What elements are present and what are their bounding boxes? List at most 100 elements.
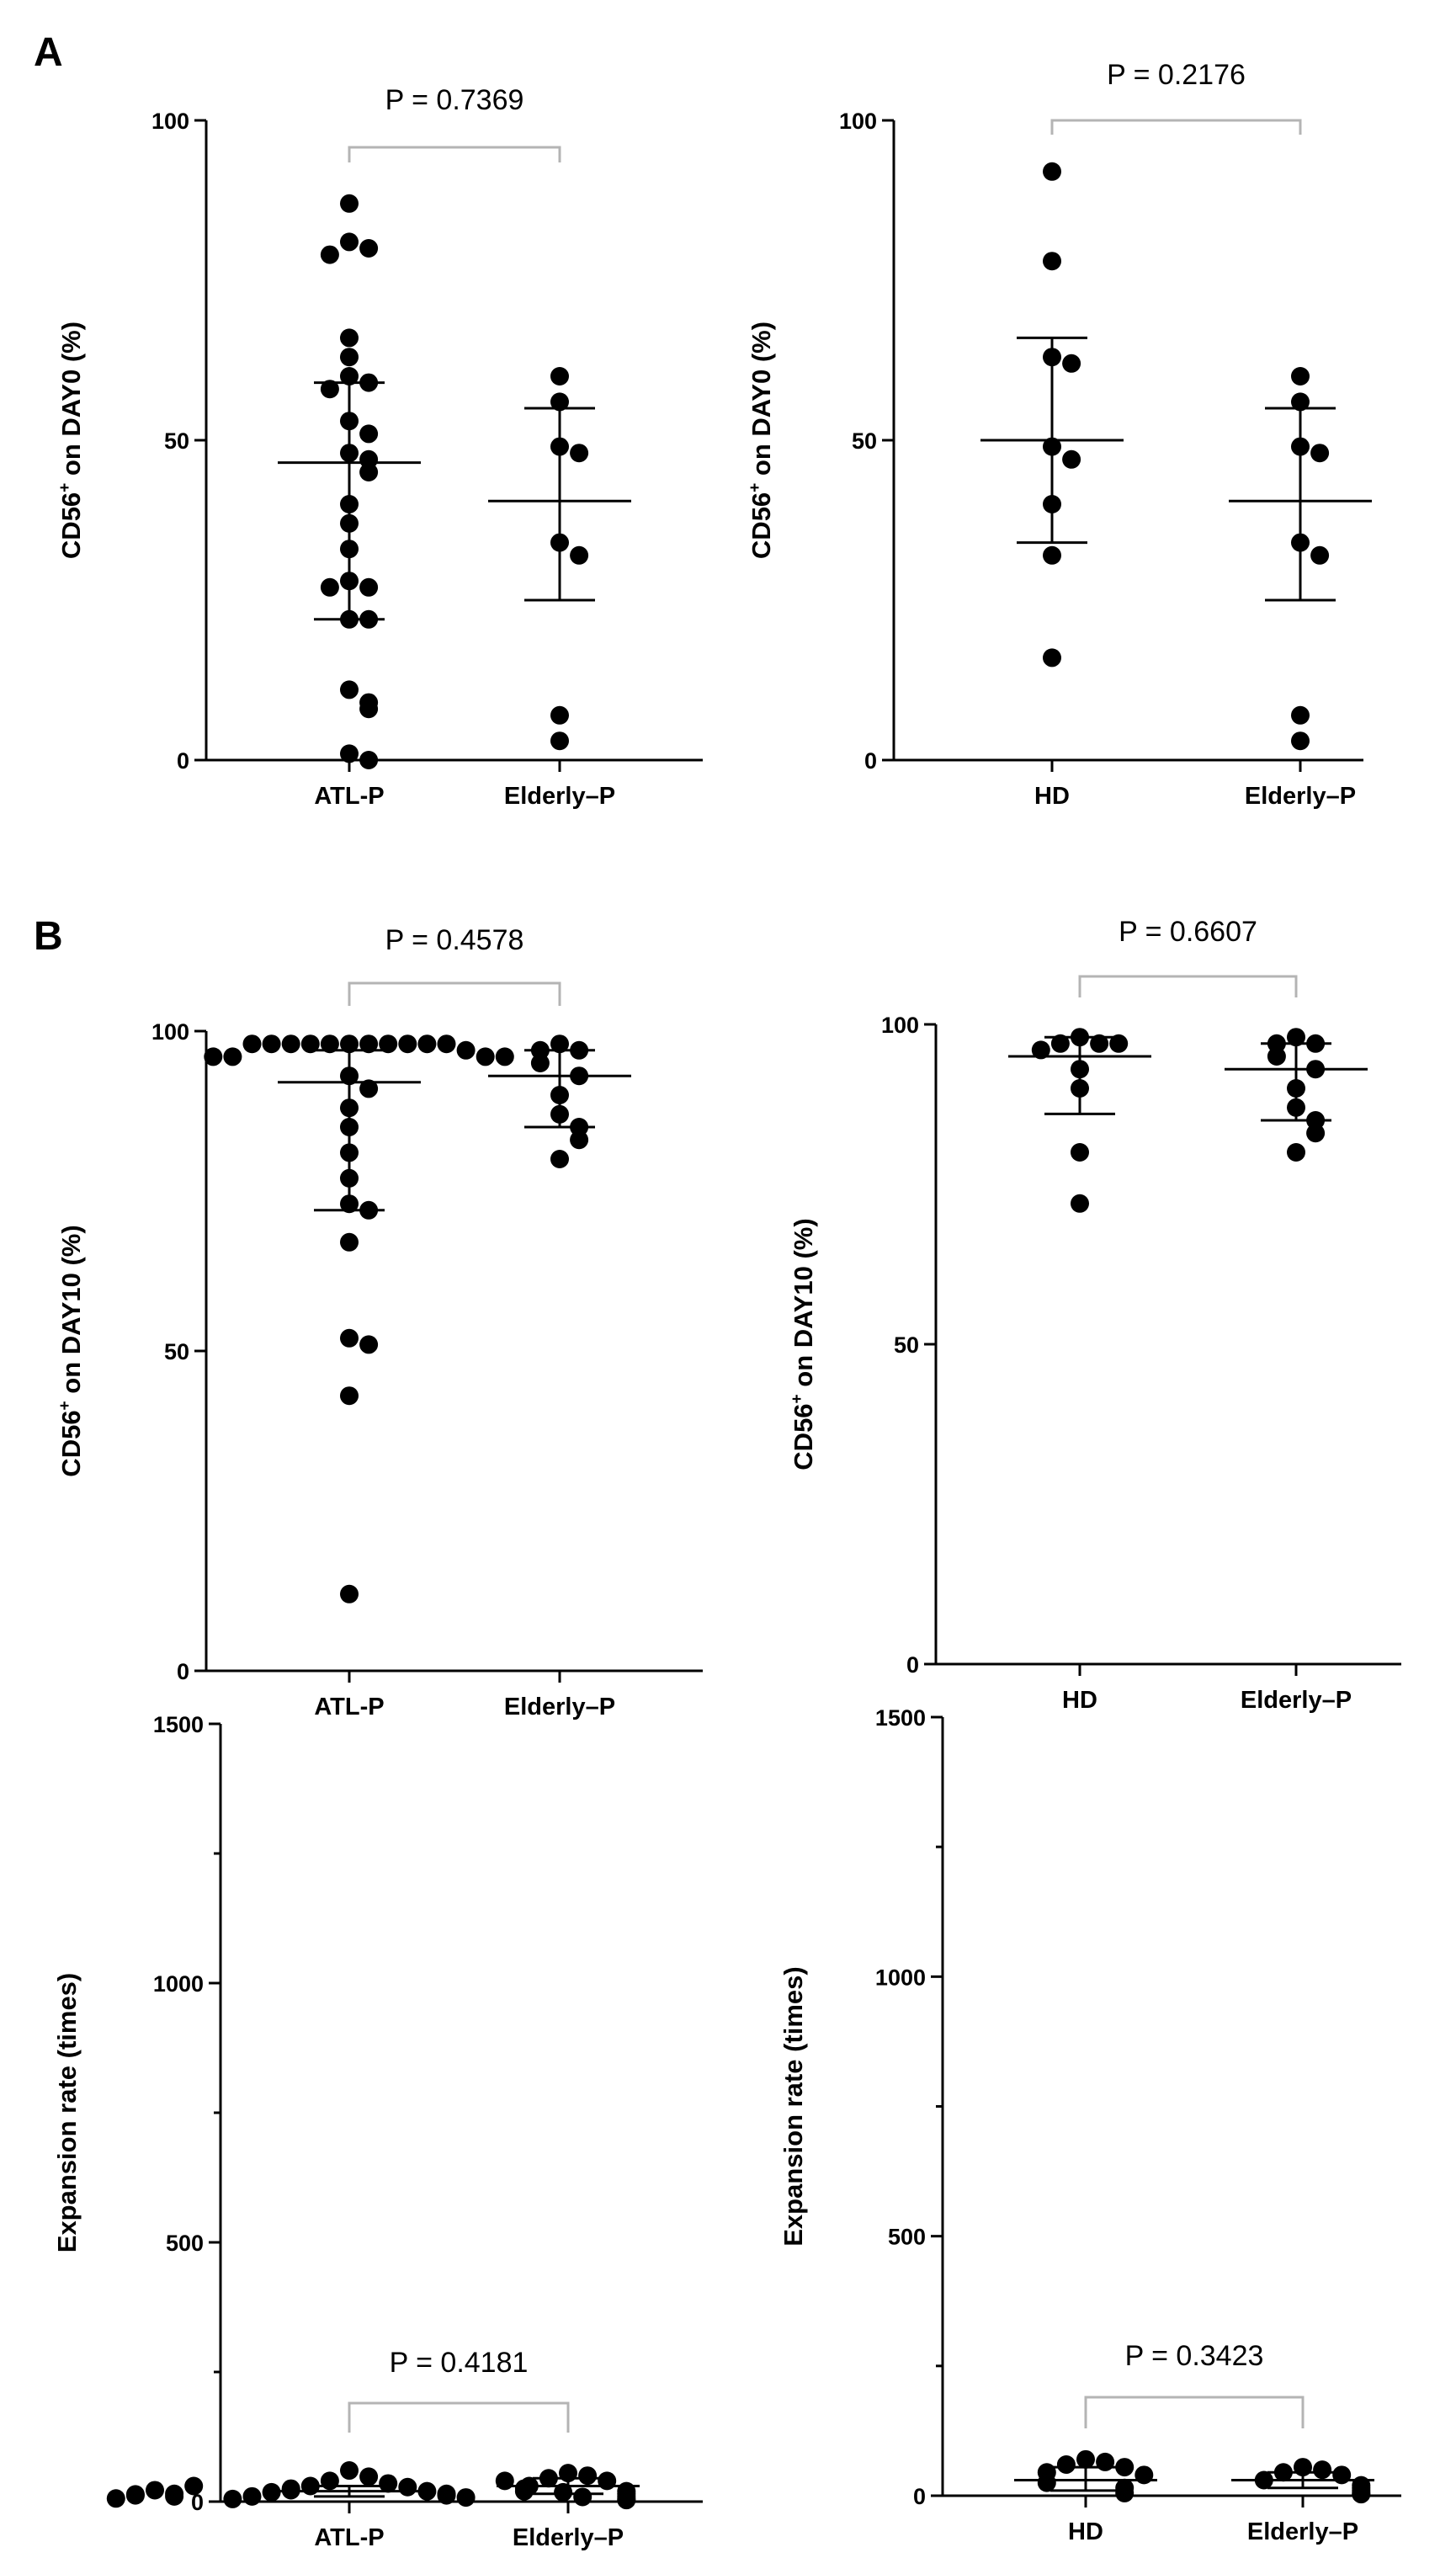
data-point	[223, 2489, 242, 2508]
y-axis-label-rest: on DAY0 (%)	[747, 322, 776, 483]
p-value-label: P = 0.4578	[385, 924, 524, 956]
data-point	[1109, 1034, 1129, 1053]
data-point	[340, 328, 359, 348]
y-tick-label: 0	[913, 2484, 926, 2509]
y-axis-label-rest: on DAY0 (%)	[56, 322, 86, 483]
data-point	[1043, 545, 1061, 565]
y-axis-label: CD56+ on DAY0 (%)	[56, 322, 86, 559]
chart-A-left: 0 50 100 ATL-P Elderly–P CD56+ on DAY0 (%) P =…	[56, 84, 703, 810]
y-axis-label-main: CD56	[56, 1410, 86, 1476]
x-tick-label: ATL-P	[314, 2524, 384, 2551]
data-point	[359, 463, 379, 481]
y-axis-label-sup: +	[747, 483, 764, 492]
data-point	[1310, 444, 1330, 463]
x-tick-label: Elderly–P	[504, 783, 615, 810]
data-point	[1062, 354, 1081, 373]
y-axis-label-sup: +	[789, 1394, 806, 1403]
data-point	[320, 2471, 339, 2491]
data-point	[1287, 1143, 1305, 1162]
data-point	[340, 1034, 359, 1054]
y-tick-label: 500	[888, 2225, 926, 2250]
data-point	[106, 2489, 125, 2508]
data-point	[1352, 2485, 1371, 2504]
y-tick-label: 50	[164, 428, 189, 454]
p-value-label: P = 0.2176	[1107, 59, 1246, 91]
y-axis-label: CD56+ on DAY10 (%)	[56, 1225, 86, 1476]
panel-letter-b: B	[34, 914, 63, 959]
data-point	[1043, 648, 1061, 667]
data-point	[379, 2474, 398, 2493]
data-point	[340, 1386, 359, 1406]
data-point	[530, 1054, 550, 1072]
data-point	[340, 367, 359, 386]
data-point	[495, 1047, 514, 1066]
data-point	[550, 705, 569, 725]
data-point	[1291, 731, 1310, 751]
data-point	[242, 1034, 262, 1054]
y-tick-label: 1500	[875, 1705, 926, 1731]
data-point	[300, 1034, 320, 1054]
y-tick-label: 500	[166, 2231, 204, 2256]
y-axis-label-sup: +	[56, 483, 74, 492]
chart-C-left: 0 500 1000 1500 ATL-P Elderly–P Expansion rate…	[52, 1712, 703, 2551]
y-tick-label: 50	[852, 428, 877, 454]
y-tick-label: 100	[839, 109, 877, 134]
significance-bracket	[1078, 975, 1298, 997]
data-point	[495, 2471, 514, 2491]
data-point	[617, 2491, 636, 2510]
y-tick-label: 100	[151, 109, 189, 134]
y-tick-label: 50	[164, 1339, 189, 1364]
data-point	[578, 2466, 598, 2486]
significance-bracket	[348, 2401, 570, 2433]
data-point	[1313, 2460, 1332, 2480]
y-tick-label: 100	[881, 1013, 919, 1038]
data-point	[1043, 252, 1061, 271]
data-point	[281, 1034, 300, 1054]
data-point	[1050, 1034, 1070, 1053]
data-point	[1056, 2455, 1076, 2474]
y-tick-label: 0	[906, 1652, 919, 1678]
data-point	[359, 2467, 379, 2486]
data-point	[598, 2471, 617, 2491]
data-point	[359, 424, 379, 444]
data-point	[1291, 367, 1310, 386]
data-point	[417, 2481, 437, 2501]
y-tick-label: 1500	[153, 1712, 204, 1737]
y-axis-label: CD56+ on DAY0 (%)	[747, 322, 776, 559]
data-point	[456, 1040, 476, 1060]
chart-C-right: 0 500 1000 1500 HD Elderly–P Expansion rate (t…	[778, 1705, 1401, 2545]
data-point	[398, 1034, 417, 1054]
y-axis-label: Expansion rate (times)	[778, 1966, 808, 2246]
significance-bracket	[1084, 2396, 1305, 2428]
x-tick-label: Elderly–P	[1245, 783, 1356, 810]
data-point	[262, 1034, 281, 1054]
data-point	[359, 577, 379, 597]
data-point	[340, 744, 359, 763]
significance-bracket	[348, 981, 561, 1006]
y-tick-label: 0	[191, 2490, 204, 2515]
x-tick-label: HD	[1034, 783, 1070, 810]
panel-letter-a: A	[34, 30, 63, 75]
x-tick-label: Elderly–P	[513, 2524, 624, 2551]
data-point	[146, 2481, 164, 2500]
data-point	[340, 1328, 359, 1348]
y-axis-label: CD56+ on DAY10 (%)	[789, 1218, 818, 1470]
y-tick-label: 100	[151, 1019, 189, 1045]
data-point	[456, 2488, 476, 2507]
significance-bracket	[348, 146, 561, 162]
x-tick-label: HD	[1062, 1687, 1097, 1714]
p-value-label: P = 0.4181	[390, 2347, 529, 2379]
y-tick-label: 1000	[875, 1965, 926, 1990]
data-point	[242, 2486, 262, 2506]
x-tick-label: ATL-P	[314, 1694, 384, 1720]
y-tick-label: 0	[177, 748, 189, 774]
data-point	[1031, 1040, 1050, 1060]
data-point	[550, 1150, 569, 1168]
data-point	[340, 348, 359, 367]
data-point	[184, 2476, 204, 2496]
data-point	[223, 1047, 242, 1066]
data-point	[359, 1034, 379, 1054]
data-point	[165, 2486, 184, 2506]
x-tick-label: Elderly–P	[1241, 1687, 1352, 1714]
